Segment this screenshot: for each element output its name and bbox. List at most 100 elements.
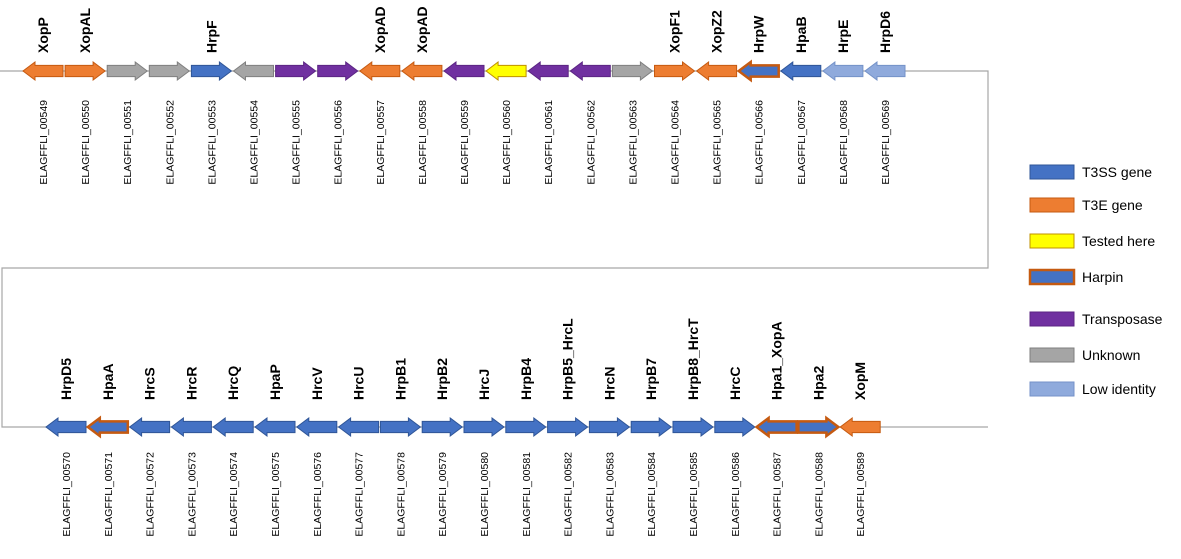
gene-elagffli-00574: HrcQ ELAGFFLI_00574 [212,366,254,537]
gene-id-label: ELAGFFLI_00569 [880,100,892,185]
gene-name-label: HrpE [835,20,851,53]
gene-arrow [754,415,798,439]
gene-elagffli-00568: HrpE ELAGFFLI_00568 [822,20,864,185]
gene-arrow [654,61,696,81]
gene-elagffli-00552: ELAGFFLI_00552 [148,61,191,185]
gene-elagffli-00553: HrpF ELAGFFLI_00553 [190,20,233,185]
gene-arrow [64,61,106,81]
gene-arrow [379,417,422,437]
gene-arrow [611,61,654,81]
gene-id-label: ELAGFFLI_00572 [145,452,157,537]
gene-id-label: ELAGFFLI_00552 [164,100,176,185]
gene-id-label: ELAGFFLI_00560 [501,100,513,185]
gene-name-label: XopP [35,17,51,53]
gene-elagffli-00551: ELAGFFLI_00551 [106,61,149,185]
gene-elagffli-00572: HrcS ELAGFFLI_00572 [128,367,171,537]
gene-arrow [190,61,233,81]
gene-name-label: HrpB2 [434,358,450,400]
gene-arrow [672,417,714,437]
gene-arrow [822,61,864,81]
gene-arrow [85,415,130,439]
gene-id-label: ELAGFFLI_00556 [333,100,345,185]
gene-elagffli-00575: HpaP ELAGFFLI_00575 [254,364,296,537]
gene-id-label: ELAGFFLI_00568 [838,100,850,185]
gene-arrow [317,61,359,81]
legend-label: Unknown [1082,347,1140,363]
legend-swatch [1029,233,1075,249]
gene-id-label: ELAGFFLI_00550 [80,100,92,185]
gene-elagffli-00583: HrcN ELAGFFLI_00583 [588,367,631,537]
gene-elagffli-00570: HrpD5 ELAGFFLI_00570 [45,358,87,537]
gene-id-label: ELAGFFLI_00583 [604,452,616,537]
gene-id-label: ELAGFFLI_00578 [395,452,407,537]
gene-arrow [797,415,841,439]
gene-arrow [547,417,589,437]
gene-id-label: ELAGFFLI_00587 [772,452,784,537]
gene-name-label: HrcC [727,367,743,400]
gene-arrow [128,417,171,437]
gene-elagffli-00561: ELAGFFLI_00561 [527,61,569,185]
gene-arrow [779,61,822,81]
gene-id-label: ELAGFFLI_00557 [375,100,387,185]
gene-arrow [421,417,464,437]
gene-arrow [254,417,296,437]
gene-elagffli-00554: ELAGFFLI_00554 [232,61,274,185]
gene-id-label: ELAGFFLI_00549 [38,100,50,185]
gene-id-label: ELAGFFLI_00574 [228,452,240,537]
gene-arrow [212,417,254,437]
gene-elagffli-00582: HrpB5_HrcL ELAGFFLI_00582 [547,318,589,537]
gene-id-label: ELAGFFLI_00570 [61,452,73,537]
gene-elagffli-00550: XopAL ELAGFFLI_00550 [64,7,106,185]
gene-id-label: ELAGFFLI_00571 [103,452,115,537]
gene-id-label: ELAGFFLI_00558 [417,100,429,185]
gene-elagffli-00549: XopP ELAGFFLI_00549 [22,17,64,185]
gene-id-label: ELAGFFLI_00563 [627,100,639,185]
gene-name-label: Hpa1_XopA [769,321,785,400]
gene-arrow [401,61,443,81]
legend-item-unknown: Unknown [1029,347,1140,363]
gene-name-label: XopAL [77,7,93,53]
gene-name-label: HrcJ [476,369,492,400]
gene-name-label: HrpB7 [643,358,659,400]
gene-id-label: ELAGFFLI_00581 [521,452,533,537]
gene-id-label: ELAGFFLI_00585 [688,452,700,537]
gene-arrow [275,61,317,81]
gene-elagffli-00564: XopF1 ELAGFFLI_00564 [654,10,696,185]
gene-name-label: HrcS [142,367,158,400]
gene-arrow [45,417,87,437]
gene-arrow [358,61,401,81]
legend-swatch [1029,311,1075,327]
legend: T3SS gene T3E gene Tested here Harpin Transp… [1028,164,1163,397]
gene-name-label: XopAD [372,6,388,53]
gene-name-label: HrcQ [225,366,241,400]
gene-name-label: Hpa2 [810,366,826,400]
gene-id-label: ELAGFFLI_00577 [354,452,366,537]
gene-id-label: ELAGFFLI_00561 [543,100,555,185]
gene-name-label: XopF1 [667,10,683,53]
gene-id-label: ELAGFFLI_00559 [459,100,471,185]
gene-id-label: ELAGFFLI_00589 [855,452,867,537]
gene-name-label: HpaB [793,16,809,53]
legend-label: Low identity [1082,381,1156,397]
gene-arrow [337,417,380,437]
gene-id-label: ELAGFFLI_00564 [670,100,682,185]
gene-elagffli-00576: HrcV ELAGFFLI_00576 [295,367,338,537]
legend-swatch [1029,381,1075,397]
gene-arrow [22,61,64,81]
gene-arrow [463,417,505,437]
gene-id-label: ELAGFFLI_00579 [437,452,449,537]
gene-elagffli-00585: HrpB8_HrcT ELAGFFLI_00585 [672,318,714,537]
gene-row-bottom: HrpD5 ELAGFFLI_00570 HpaA ELAGFFLI_00571 Hrc… [45,318,881,537]
gene-id-label: ELAGFFLI_00565 [712,100,724,185]
gene-id-label: ELAGFFLI_00562 [585,100,597,185]
gene-arrow [170,417,212,437]
gene-elagffli-00559: ELAGFFLI_00559 [443,61,485,185]
gene-arrow [485,61,527,81]
gene-elagffli-00569: HrpD6 ELAGFFLI_00569 [864,11,906,185]
gene-elagffli-00573: HrcR ELAGFFLI_00573 [170,367,212,537]
gene-elagffli-00588: Hpa2 ELAGFFLI_00588 [797,366,841,537]
legend-swatch [1029,347,1075,363]
gene-name-label: HrpD6 [877,11,893,53]
gene-name-label: HrcN [601,367,617,400]
